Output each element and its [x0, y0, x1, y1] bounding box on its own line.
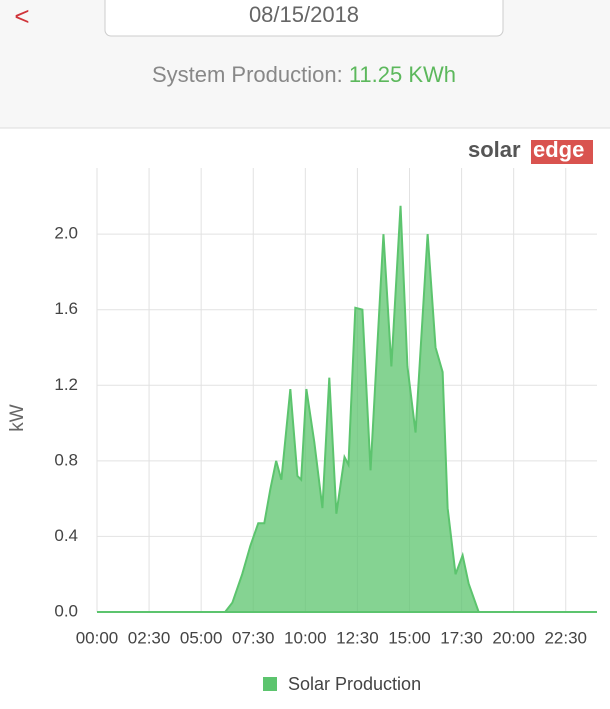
x-tick-label: 17:30: [440, 628, 483, 647]
logo-edge: edge: [533, 137, 584, 162]
x-tick-label: 20:00: [492, 628, 535, 647]
x-tick-label: 12:30: [336, 628, 379, 647]
area: [97, 205, 597, 613]
y-tick-label: 2.0: [54, 224, 78, 243]
date: 08/15/2018: [249, 2, 359, 27]
x-tick-label: 00:00: [76, 628, 119, 647]
legend-swatch: [263, 677, 277, 691]
x-tick-label: 02:30: [128, 628, 171, 647]
x-tick-label: 07:30: [232, 628, 275, 647]
summary-label: System Production:: [152, 62, 343, 87]
summary-value: 11.25 KWh: [349, 62, 456, 87]
y-tick-label: 0.4: [54, 526, 78, 545]
x-tick-label: 15:00: [388, 628, 431, 647]
x-tick-label: 05:00: [180, 628, 223, 647]
summary: System Production: 11.25 KWh: [152, 62, 456, 87]
y-tick-label: 1.6: [54, 299, 78, 318]
back-button[interactable]: <: [14, 1, 29, 31]
y-tick-label: 0.0: [54, 601, 78, 620]
y-tick-label: 0.8: [54, 450, 78, 469]
date-button[interactable]: [104, 0, 504, 37]
logo-solar: solar: [468, 137, 521, 162]
y-tick-label: 1.2: [54, 375, 78, 394]
legend-label: Solar Production: [288, 674, 421, 694]
logo-edge-bg: [531, 140, 593, 164]
y-axis-label: kW: [7, 404, 28, 432]
x-tick-label: 22:30: [544, 628, 587, 647]
x-tick-label: 10:00: [284, 628, 327, 647]
